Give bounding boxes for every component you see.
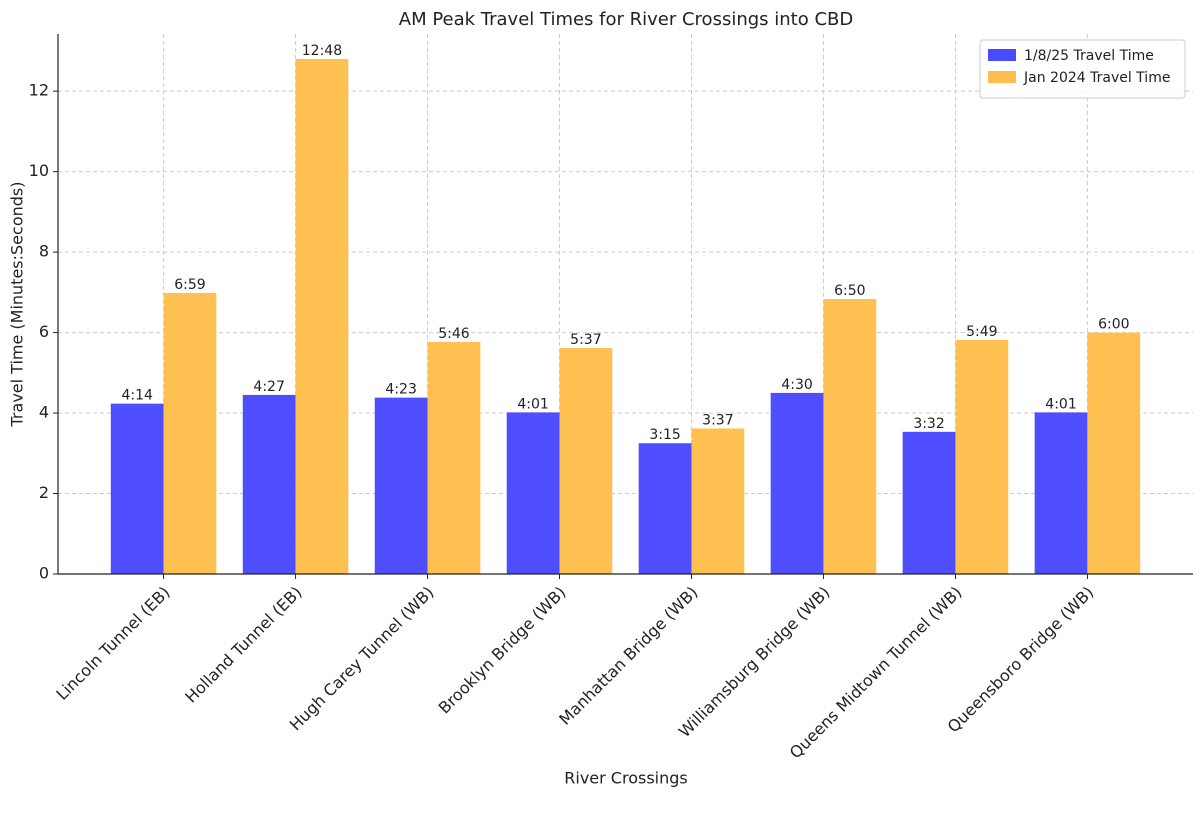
legend-box <box>979 39 1186 99</box>
legend-label: 1/8/25 Travel Time <box>1024 48 1154 64</box>
y-tick-label: 8 <box>39 242 49 261</box>
x-tick-label: Holland Tunnel (EB) <box>181 583 305 707</box>
value-label: 4:27 <box>253 379 284 395</box>
bar <box>691 428 745 574</box>
value-label: 12:48 <box>302 43 342 59</box>
chart-title: AM Peak Travel Times for River Crossings… <box>399 9 854 30</box>
y-tick-label: 6 <box>39 322 49 341</box>
value-label: 3:15 <box>649 427 680 443</box>
y-tick-label: 10 <box>29 161 49 180</box>
bar <box>770 392 824 574</box>
bar <box>955 339 1009 574</box>
value-label: 4:01 <box>517 396 548 412</box>
y-tick-label: 0 <box>39 564 49 583</box>
bar <box>638 443 692 574</box>
x-axis-label: River Crossings <box>564 769 687 788</box>
bar <box>374 397 428 574</box>
y-tick-label: 12 <box>29 81 49 100</box>
value-label: 5:37 <box>570 332 601 348</box>
bar <box>559 347 613 574</box>
legend-label: Jan 2024 Travel Time <box>1023 70 1170 86</box>
value-label: 4:23 <box>385 382 416 398</box>
value-label: 3:37 <box>702 412 733 428</box>
bar <box>110 403 164 574</box>
value-label: 4:01 <box>1045 396 1076 412</box>
legend-swatch <box>988 71 1016 83</box>
x-tick-label: Williamsburg Bridge (WB) <box>675 583 834 742</box>
y-tick-label: 2 <box>39 483 49 502</box>
x-tick-label: Brooklyn Bridge (WB) <box>435 583 570 718</box>
value-label: 3:32 <box>913 416 944 432</box>
value-label: 6:59 <box>174 277 205 293</box>
value-label: 5:46 <box>438 326 470 342</box>
grid <box>58 34 1193 575</box>
value-label: 4:14 <box>121 388 153 404</box>
x-tick-label: Lincoln Tunnel (EB) <box>52 583 173 704</box>
value-label: 6:50 <box>834 283 865 299</box>
value-label: 5:49 <box>966 324 997 340</box>
value-label: 4:30 <box>781 377 812 393</box>
y-tick-label: 4 <box>39 403 49 422</box>
bar <box>506 412 560 574</box>
x-tick-label: Manhattan Bridge (WB) <box>555 583 701 729</box>
bar <box>163 293 217 574</box>
y-axis-label: Travel Time (Minutes:Seconds) <box>8 182 27 428</box>
bar <box>902 431 956 574</box>
value-label: 6:00 <box>1098 317 1129 333</box>
bar <box>242 394 296 574</box>
x-tick-label: Hugh Carey Tunnel (WB) <box>286 583 438 735</box>
bar <box>295 58 349 575</box>
bar <box>427 341 481 574</box>
x-tick-label: Queensboro Bridge (WB) <box>944 583 1098 737</box>
bar <box>1087 332 1141 574</box>
legend-swatch <box>988 49 1016 61</box>
bar <box>823 299 877 574</box>
bar <box>1034 412 1088 574</box>
